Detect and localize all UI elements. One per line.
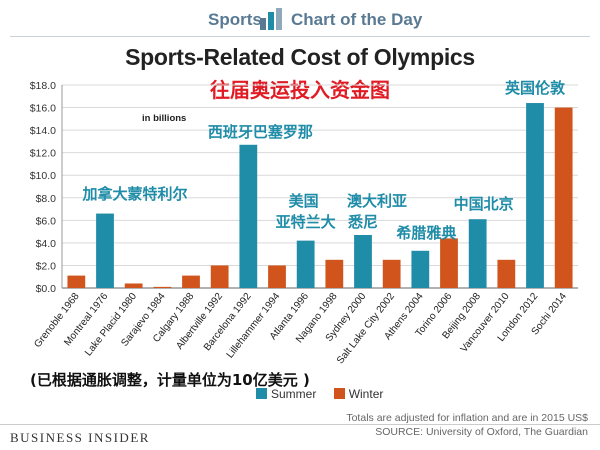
bar xyxy=(296,240,315,288)
x-tick-label: Lillehammer 1994 xyxy=(225,291,283,361)
legend-label-winter: Winter xyxy=(348,387,384,401)
bar xyxy=(440,238,458,288)
city-annotation: 美国 xyxy=(289,192,319,210)
footer-divider xyxy=(0,424,600,425)
bar xyxy=(268,265,286,288)
y-tick-label: $2.0 xyxy=(36,260,57,272)
chart-of-the-day-header: Sports Chart of the Day xyxy=(0,0,600,38)
chart-title: Sports-Related Cost of Olympics xyxy=(125,44,475,70)
bar xyxy=(210,265,229,288)
bar xyxy=(325,259,344,288)
chart-subtitle: 往届奥运投入资金图 xyxy=(210,78,390,102)
bar xyxy=(67,275,86,288)
bar xyxy=(497,259,516,288)
city-annotation: 中国北京 xyxy=(454,195,514,213)
city-annotation: 悉尼 xyxy=(347,213,378,231)
city-annotation: 澳大利亚 xyxy=(347,192,407,210)
unit-label: in billions xyxy=(142,113,186,124)
bar xyxy=(526,103,544,289)
y-tick-label: $16.0 xyxy=(30,103,56,115)
bar xyxy=(96,213,114,288)
bar xyxy=(354,234,372,288)
y-tick-label: $8.0 xyxy=(36,193,57,205)
city-annotation: 加拿大蒙特利尔 xyxy=(81,185,187,203)
legend-swatch-winter xyxy=(333,388,345,399)
legend-item-winter: Winter xyxy=(333,387,384,401)
bar xyxy=(382,259,401,288)
legend-label-summer: Summer xyxy=(271,387,317,401)
y-tick-label: $18.0 xyxy=(30,80,56,92)
bar xyxy=(468,219,487,288)
inflation-note: (已根据通胀调整，计量单位为10亿美元 ) xyxy=(30,371,310,389)
y-tick-label: $10.0 xyxy=(30,170,56,182)
bar xyxy=(124,283,143,288)
bar xyxy=(554,107,573,288)
bar xyxy=(239,144,258,288)
y-tick-label: $4.0 xyxy=(36,238,57,250)
footnote-source: SOURCE: University of Oxford, The Guardi… xyxy=(375,426,588,438)
bar xyxy=(182,275,200,288)
city-annotation: 英国伦敦 xyxy=(505,79,566,97)
bar-chart-icon xyxy=(260,8,282,30)
y-tick-label: $12.0 xyxy=(30,148,56,160)
footnote-inflation: Totals are adjusted for inflation and ar… xyxy=(346,412,588,424)
legend-swatch-summer xyxy=(256,388,267,399)
chart-legend: Summer Winter xyxy=(256,387,397,401)
city-annotation: 西班牙巴塞罗那 xyxy=(208,123,313,141)
header-sports-label: Sports xyxy=(208,10,262,29)
legend-item-summer: Summer xyxy=(256,387,316,401)
bar xyxy=(411,250,430,288)
business-insider-logo: BUSINESS INSIDER xyxy=(10,430,150,445)
header-chart-of-the-day-label: Chart of the Day xyxy=(291,10,423,29)
header-divider xyxy=(10,36,590,37)
y-tick-label: $14.0 xyxy=(30,125,56,137)
y-tick-label: $0.0 xyxy=(36,283,57,295)
bar xyxy=(153,286,172,288)
city-annotation: 希腊雅典 xyxy=(396,224,456,242)
x-tick-label: Lake Placid 1980 xyxy=(83,291,139,359)
y-tick-label: $6.0 xyxy=(36,215,57,227)
city-annotation: 亚特兰大 xyxy=(276,213,336,231)
